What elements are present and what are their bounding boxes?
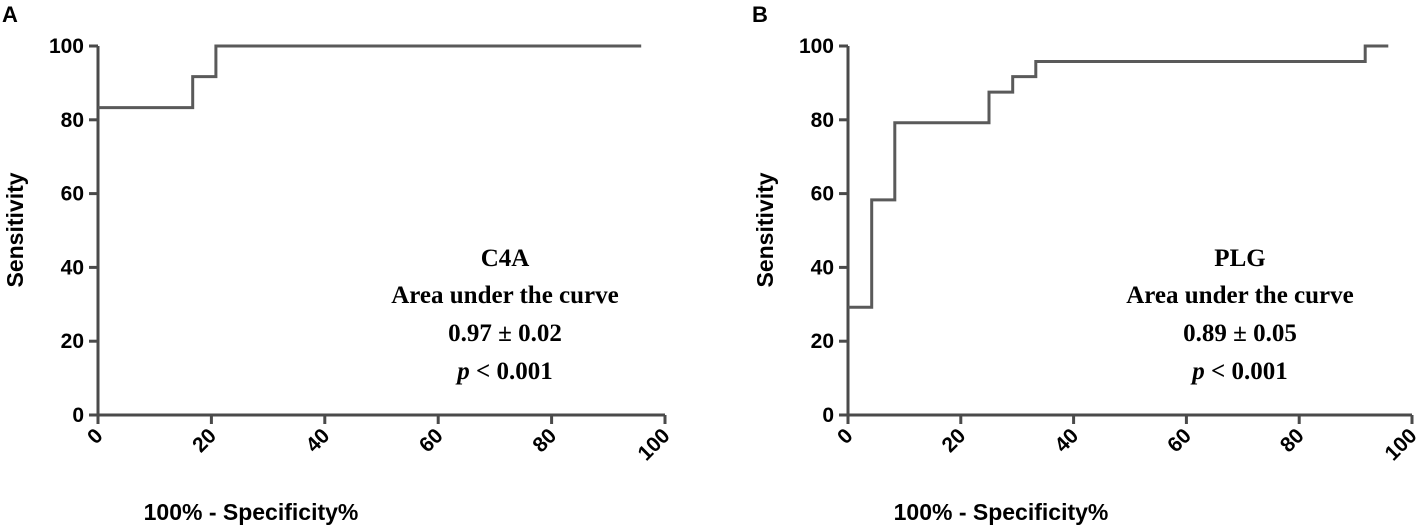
x-tick-label: 100: [633, 424, 674, 465]
x-tick-label: 100: [1380, 424, 1418, 465]
x-tick-label: 20: [188, 424, 221, 457]
p-text: < 0.001: [1205, 358, 1288, 385]
p-symbol: p: [455, 358, 470, 385]
auc-value: 0.97 ± 0.02: [448, 320, 562, 347]
roc-curve: [848, 44, 1389, 309]
x-tick-label: 40: [1050, 424, 1083, 457]
x-tick-label: 20: [938, 424, 971, 457]
x-axis-title: 100% - Specificity%: [144, 499, 359, 525]
y-axis-title: Sensitivity: [2, 172, 28, 287]
roc-panel-b: B Sensitivity 100% - Specificity% 0 20 40 6…: [752, 2, 1418, 525]
roc-panel-a: A Sensitivity 100% - Specificity% 0 20 40 6…: [2, 2, 675, 525]
p-text: < 0.001: [470, 358, 553, 385]
auc-label: Area under the curve: [391, 282, 619, 309]
x-tick-label: 0: [83, 424, 108, 449]
y-axis-title: Sensitivity: [752, 172, 778, 287]
y-tick-label: 40: [61, 256, 84, 279]
y-tick-label: 20: [61, 330, 84, 353]
p-symbol: p: [1190, 358, 1205, 385]
p-value: p < 0.001: [1190, 358, 1288, 385]
panel-letter: A: [2, 2, 18, 27]
auc-label: Area under the curve: [1126, 282, 1354, 309]
y-tick-label: 100: [799, 35, 834, 58]
auc-value: 0.89 ± 0.05: [1183, 320, 1297, 347]
y-tick-label: 60: [61, 183, 84, 206]
roc-curve: [98, 44, 642, 110]
auc-annotation: PLG Area under the curve 0.89 ± 0.05 p <…: [1126, 245, 1354, 385]
y-tick-label: 60: [811, 183, 834, 206]
marker-name: C4A: [481, 245, 530, 272]
x-tick-label: 80: [1276, 424, 1309, 457]
y-tick-label: 0: [822, 404, 834, 427]
y-tick-label: 80: [61, 109, 84, 132]
marker-name: PLG: [1214, 245, 1265, 272]
x-tick-label: 60: [415, 424, 448, 457]
y-tick-label: 20: [811, 330, 834, 353]
y-tick-label: 40: [811, 256, 834, 279]
x-tick-label: 40: [302, 424, 335, 457]
y-tick-label: 80: [811, 109, 834, 132]
auc-annotation: C4A Area under the curve 0.97 ± 0.02 p <…: [391, 245, 619, 385]
panel-letter: B: [752, 2, 768, 27]
axes: 0 20 40 60 80 100 0 20 40 60 80 100: [799, 35, 1418, 465]
y-tick-label: 0: [72, 404, 84, 427]
x-tick-label: 60: [1163, 424, 1196, 457]
axes: 0 20 40 60 80 100 0 20 40 60 80 100: [49, 35, 675, 465]
y-tick-label: 100: [49, 35, 84, 58]
x-axis-title: 100% - Specificity%: [894, 499, 1109, 525]
p-value: p < 0.001: [455, 358, 553, 385]
x-tick-label: 0: [833, 424, 858, 449]
x-tick-label: 80: [528, 424, 561, 457]
